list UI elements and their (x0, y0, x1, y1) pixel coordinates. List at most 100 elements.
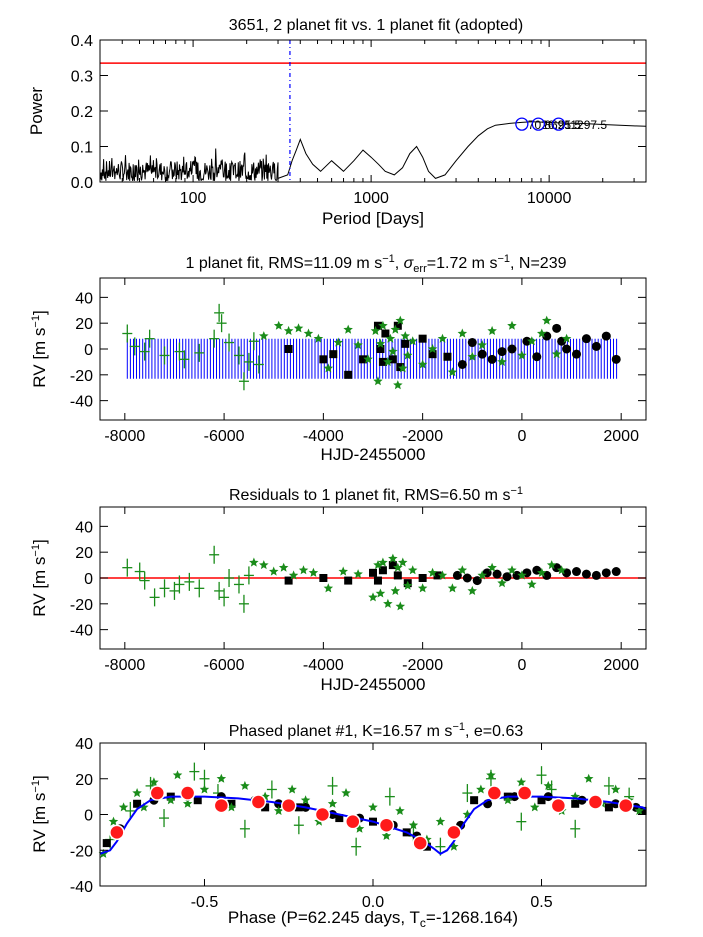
rv-point-star (341, 788, 351, 798)
rv-point-cross (248, 332, 259, 351)
rv-point-square (284, 345, 293, 353)
rv-point-cross (243, 352, 254, 371)
rv-point-cross (266, 780, 277, 799)
candidate-peak-marker (551, 117, 566, 131)
rv-point-star (182, 798, 193, 808)
rv-point-star (293, 323, 304, 333)
rv-1planet-title: 1 planet fit, RMS=11.09 m s−1, σerr=1.72… (186, 253, 567, 275)
rv-point-star (427, 344, 438, 353)
y-tick-label: -40 (70, 623, 93, 640)
rv-point-star (398, 557, 408, 567)
rv-point-star (507, 565, 517, 575)
rv-point-cross (536, 766, 547, 785)
rv-point-star (542, 315, 552, 325)
rv-point-cross (219, 588, 230, 607)
rv-point-cross (209, 329, 220, 348)
rv-point-star (417, 359, 428, 369)
rv-point-square (401, 339, 410, 348)
rv-point-star (487, 325, 497, 335)
rv-point-square (378, 566, 387, 575)
rv-1planet-x-ticks: -8000 -6000 -4000 -2000 0 2000 (104, 278, 639, 445)
rv-point-star (517, 570, 527, 580)
rv-1planet-plot (122, 303, 621, 391)
phased-y-axis-label: RV [m s−1] (30, 775, 49, 852)
x-tick-label: 0.0 (362, 894, 384, 911)
rv-point-circle (502, 572, 512, 582)
x-tick-label: -6000 (204, 428, 245, 445)
rv-point-square (470, 796, 479, 805)
rv-point-square (344, 576, 353, 585)
candidate-peak-marker (531, 117, 545, 131)
rv-point-star (477, 570, 487, 580)
rv-point-star (327, 798, 338, 808)
rv-point-cross (384, 787, 395, 806)
rv-point-star (497, 356, 507, 366)
rv-point-circle (601, 568, 611, 578)
rv-point-cross (122, 558, 133, 577)
rv-point-circle (591, 341, 601, 351)
rv-point-star (308, 567, 319, 577)
rv-point-star (313, 333, 324, 343)
periodogram-x-axis-label: Period [Days] (322, 209, 424, 228)
rv-point-star (172, 770, 183, 780)
rv-point-star (388, 346, 398, 356)
rv-point-star (427, 567, 438, 577)
rv-point-cross (159, 579, 170, 598)
rv-point-square (376, 345, 385, 353)
rv-point-star (400, 331, 410, 341)
rv-point-star (537, 567, 547, 577)
rv-point-cross (516, 812, 527, 831)
rv-point-star (583, 773, 594, 783)
rv-point-star (226, 802, 237, 812)
x-tick-label: -0.5 (191, 894, 219, 911)
rv-point-square (319, 355, 328, 364)
periodogram-title: 3651, 2 planet fit vs. 1 planet fit (ado… (229, 17, 523, 34)
rv-point-star (149, 777, 159, 787)
rv-point-star (323, 363, 334, 373)
residuals-x-axis-label: HJD-2455000 (321, 675, 426, 694)
rv-point-star (503, 795, 513, 805)
rv-point-square (335, 814, 344, 823)
rv-point-star (388, 553, 398, 563)
rv-point-square (571, 799, 580, 808)
binned-phase-point (378, 817, 395, 833)
rv-point-star (395, 315, 406, 325)
x-tick-label: 10000 (527, 190, 572, 207)
rv-point-star (417, 583, 428, 593)
binned-phase-point (446, 824, 462, 841)
rv-point-square (284, 576, 293, 585)
x-tick-label: 2000 (603, 657, 639, 674)
rv-point-cross (159, 809, 170, 828)
y-tick-label: 40 (75, 290, 93, 307)
rv-point-cross (139, 571, 150, 590)
rv-point-square (418, 574, 427, 582)
rv-point-star (476, 784, 486, 794)
rv-point-star (408, 820, 419, 830)
rv-point-star (298, 565, 309, 575)
periodogram-y-axis-label: Power (27, 87, 46, 136)
binned-phase-point (250, 794, 267, 810)
rv-point-star (457, 328, 468, 338)
rv-point-cross (243, 566, 254, 585)
rv-point-star (408, 565, 418, 575)
y-tick-label: 0.3 (71, 69, 93, 86)
rv-point-circle (572, 349, 582, 359)
candidate-peak-label: 11297.5 (565, 118, 608, 132)
x-tick-label: -2000 (402, 428, 443, 445)
y-tick-label: 0.2 (71, 104, 93, 121)
binned-phase-point (550, 797, 567, 814)
rv-point-star (139, 802, 149, 812)
x-tick-label: 0.5 (530, 894, 552, 911)
y-tick-label: 0.0 (71, 175, 93, 192)
rv-point-circle (562, 568, 572, 578)
rv-point-star (497, 578, 507, 588)
rv-point-star (467, 585, 477, 595)
rv-point-star (398, 363, 408, 373)
rv-point-star (273, 805, 284, 815)
x-tick-label: -2000 (402, 657, 443, 674)
rv-point-star (199, 784, 210, 794)
y-tick-label: 20 (75, 772, 93, 789)
residuals-y-ticks: -40 -20 0 20 40 (70, 519, 646, 640)
rv-point-star (447, 367, 458, 377)
rv-point-cross (570, 819, 581, 838)
